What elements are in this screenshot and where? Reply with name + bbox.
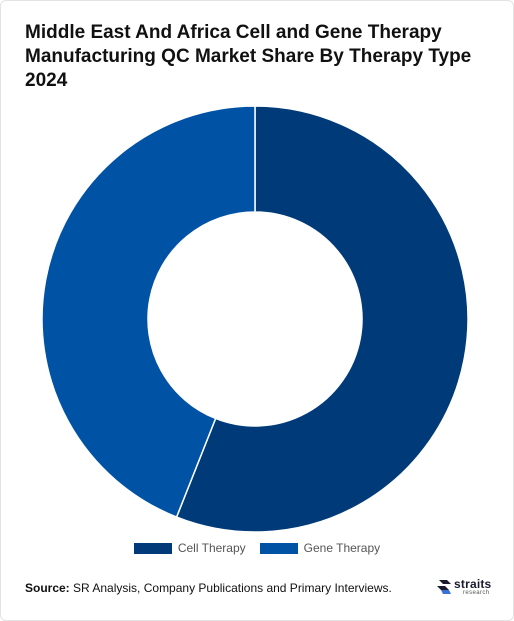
straits-logo: straits research bbox=[437, 577, 493, 599]
source-text: SR Analysis, Company Publications and Pr… bbox=[73, 581, 392, 595]
donut-slice-cell-therapy[interactable] bbox=[175, 105, 469, 533]
legend-item-cell-therapy[interactable]: Cell Therapy bbox=[133, 541, 246, 555]
donut-chart bbox=[41, 105, 469, 533]
chart-legend: Cell Therapy Gene Therapy bbox=[1, 541, 513, 555]
straits-logo-icon bbox=[437, 580, 451, 594]
donut-slice-gene-therapy[interactable] bbox=[41, 105, 256, 519]
logo-subtext: research bbox=[463, 590, 490, 596]
source-prefix: Source: bbox=[25, 581, 70, 595]
legend-label-gene-therapy: Gene Therapy bbox=[303, 541, 381, 555]
legend-swatch-gene-therapy bbox=[259, 542, 298, 554]
legend-label-cell-therapy: Cell Therapy bbox=[177, 541, 246, 555]
legend-swatch-cell-therapy bbox=[133, 542, 172, 554]
logo-wordmark: straits bbox=[454, 577, 492, 591]
source-note: Source: SR Analysis, Company Publication… bbox=[25, 581, 392, 595]
chart-title: Middle East And Africa Cell and Gene The… bbox=[25, 22, 472, 91]
legend-item-gene-therapy[interactable]: Gene Therapy bbox=[259, 541, 381, 555]
